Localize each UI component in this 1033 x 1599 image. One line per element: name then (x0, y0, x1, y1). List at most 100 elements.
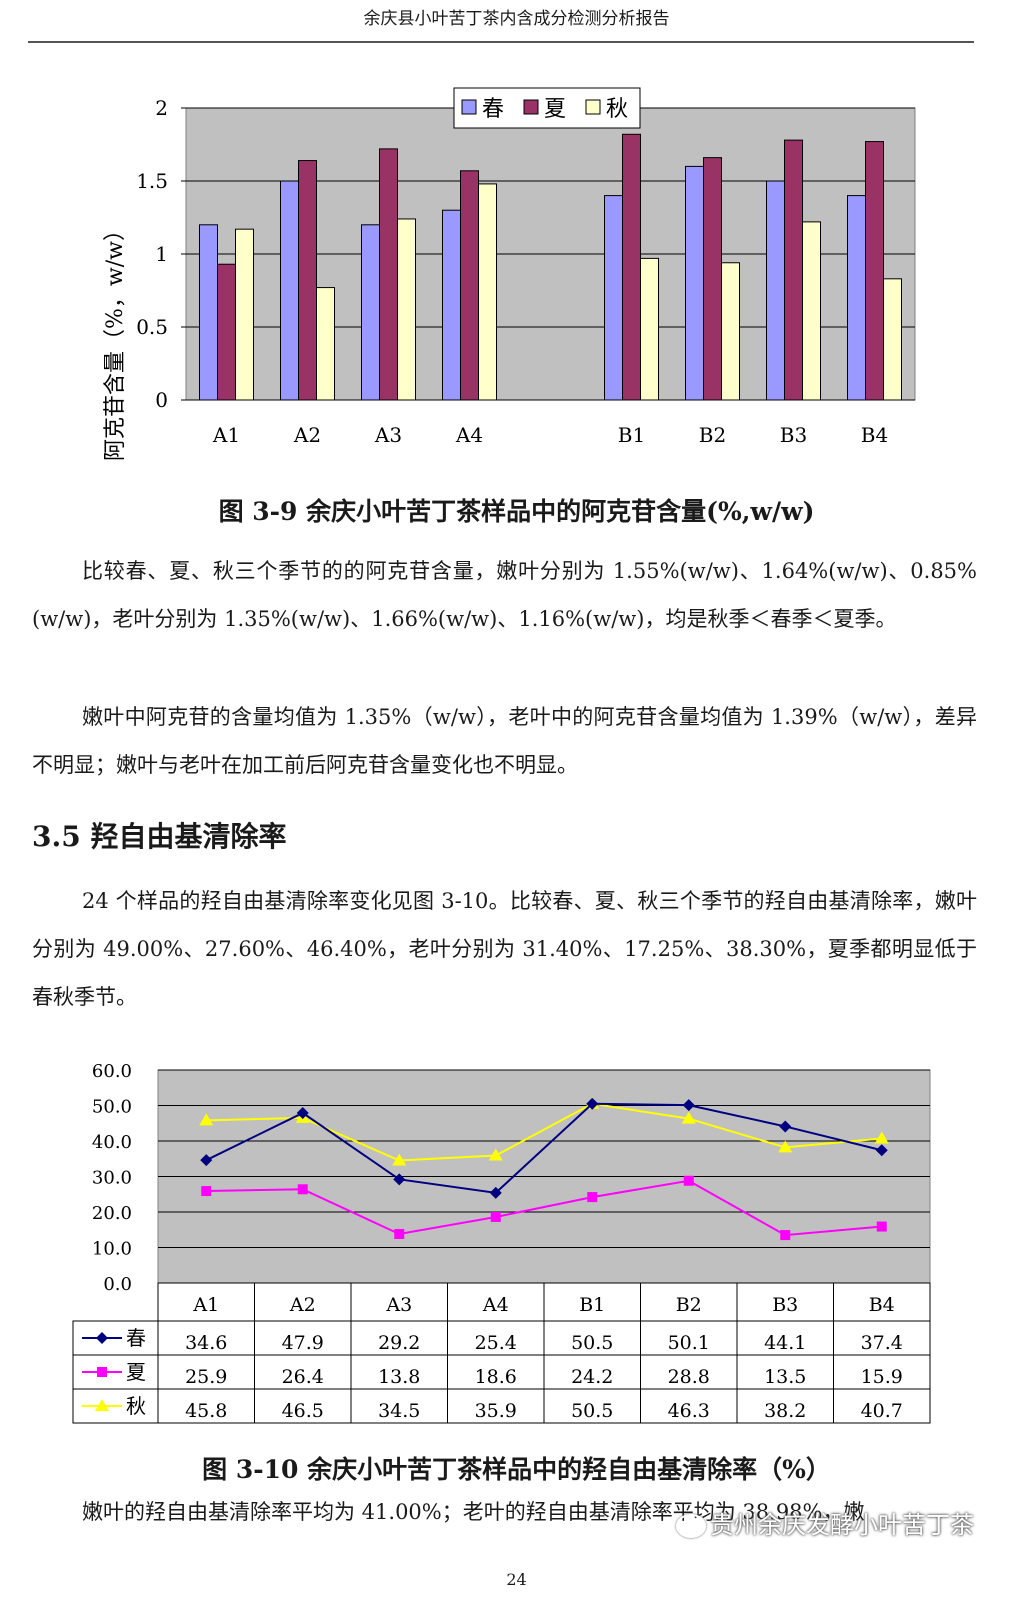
bar-legend-swatch (523, 99, 539, 115)
table-value-秋: 45.8 (185, 1400, 227, 1422)
table-value-秋: 50.5 (571, 1400, 613, 1422)
table-category-label: B4 (869, 1294, 895, 1316)
bar-legend-swatch (461, 99, 477, 115)
line-point-summer (201, 1186, 212, 1197)
bar-ytick-label: 0 (155, 388, 168, 412)
line-point-autumn (874, 1131, 889, 1144)
bar-ytick-label: 1 (155, 242, 168, 266)
line-point-spring (875, 1144, 888, 1157)
bar-夏-B2 (703, 157, 722, 401)
table-category-label: B1 (579, 1294, 605, 1316)
table-value-春: 50.1 (668, 1332, 710, 1354)
table-value-夏: 26.4 (282, 1366, 324, 1388)
line-point-autumn (392, 1153, 407, 1166)
table-value-春: 34.6 (185, 1332, 227, 1354)
bar-ytick-label: 2 (155, 96, 168, 120)
line-point-spring (779, 1120, 792, 1133)
bar-秋-A3 (397, 218, 416, 401)
bar-xtick-label: B3 (780, 423, 807, 447)
table-value-春: 37.4 (861, 1332, 903, 1354)
table-value-秋: 35.9 (475, 1400, 517, 1422)
page-number: 24 (506, 1570, 527, 1589)
line-point-spring (682, 1099, 695, 1112)
table-value-夏: 13.8 (378, 1366, 420, 1388)
line-point-summer (490, 1211, 501, 1222)
table-category-label: A1 (192, 1294, 219, 1316)
bar-秋-A4 (478, 183, 497, 401)
bar-legend-box (453, 87, 641, 129)
bar-xtick-label: A3 (374, 423, 402, 447)
bar-夏-A3 (379, 148, 398, 401)
bar-秋-A1 (235, 228, 254, 401)
table-value-夏: 24.2 (571, 1366, 613, 1388)
bar-chart-ylabel: 阿克苷含量（%，w/w） (103, 219, 128, 461)
line-point-spring (489, 1186, 502, 1199)
bar-春-A1 (199, 224, 218, 401)
table-value-春: 25.4 (475, 1332, 517, 1354)
table-value-春: 44.1 (764, 1332, 806, 1354)
bar-夏-A1 (217, 263, 236, 401)
bar-秋-B1 (640, 257, 659, 401)
paragraph-radical-seasons: 24 个样品的羟自由基清除率变化见图 3-10。比较春、夏、秋三个季节的羟自由基… (32, 889, 977, 1009)
table-value-春: 50.5 (571, 1332, 613, 1354)
line-ytick-label: 50.0 (92, 1097, 132, 1118)
line-ytick-label: 0.0 (103, 1274, 132, 1295)
bar-legend-entry: 秋 (606, 97, 628, 122)
bar-xtick-label: B4 (861, 423, 888, 447)
line-series-夏 (206, 1179, 882, 1237)
bar-秋-B2 (721, 262, 740, 401)
table-value-秋: 46.3 (668, 1400, 710, 1422)
table-category-label: B3 (772, 1294, 798, 1316)
line-ytick-label: 60.0 (92, 1061, 132, 1082)
header-rule (28, 41, 974, 43)
bar-legend-entry: 夏 (544, 97, 566, 122)
line-point-spring (96, 1332, 108, 1344)
bar-chart-akg: 00.511.52 A1 A2 A3 A4 B1 B2 B3 B4 阿克苷含量（%，w/w） … (103, 87, 916, 461)
bar-春-A3 (361, 224, 380, 401)
line-point-autumn (681, 1111, 696, 1124)
line-point-autumn (95, 1399, 109, 1411)
bar-legend-entry: 春 (482, 97, 504, 122)
line-point-summer (683, 1175, 694, 1186)
bar-春-B1 (604, 195, 623, 401)
table-category-label: A2 (289, 1294, 316, 1316)
line-ytick-label: 40.0 (92, 1132, 132, 1153)
paragraph-akg-mean: 嫩叶中阿克苷的含量均值为 1.35%（w/w），老叶中的阿克苷含量均值为 1.3… (32, 705, 977, 777)
line-point-summer (297, 1184, 308, 1195)
line-ytick-label: 20.0 (92, 1203, 132, 1224)
line-point-summer (876, 1221, 887, 1232)
bar-夏-B4 (865, 141, 884, 401)
line-series-春 (205, 1102, 882, 1194)
line-point-autumn (199, 1113, 214, 1126)
bar-春-A2 (280, 180, 299, 401)
line-point-summer (394, 1229, 405, 1240)
watermark: 贵州余庆发酵小叶苦丁茶 (676, 1505, 974, 1540)
bar-xtick-label: A4 (455, 423, 483, 447)
table-value-春: 29.2 (378, 1332, 420, 1354)
figure-caption-3-9: 图 3-9 余庆小叶苦丁茶样品中的阿克苷含量(%,w/w) (218, 497, 815, 526)
bar-xtick-label: B2 (699, 423, 726, 447)
line-point-spring (586, 1097, 599, 1110)
bar-秋-B4 (883, 278, 902, 401)
watermark-text: 贵州余庆发酵小叶苦丁茶 (710, 1511, 974, 1539)
line-point-summer (780, 1230, 791, 1241)
bar-夏-B1 (622, 133, 641, 401)
bar-春-B4 (847, 195, 866, 401)
line-point-summer (97, 1367, 107, 1377)
table-value-秋: 38.2 (764, 1400, 806, 1422)
bar-ytick-label: 0.5 (136, 315, 168, 339)
line-point-spring (296, 1106, 309, 1119)
table-value-秋: 40.7 (861, 1400, 903, 1422)
bar-夏-A4 (460, 170, 479, 401)
wechat-icon (676, 1514, 706, 1538)
paragraph-akg-seasons: 比较春、夏、秋三个季节的的阿克苷含量，嫩叶分别为 1.55%(w/w)、1.64… (32, 559, 977, 631)
bar-秋-B3 (802, 221, 821, 401)
line-ytick-label: 30.0 (92, 1168, 132, 1189)
line-point-autumn (778, 1140, 793, 1153)
table-value-夏: 25.9 (185, 1366, 227, 1388)
line-point-spring (393, 1173, 406, 1186)
table-category-label: B2 (676, 1294, 702, 1316)
table-value-夏: 13.5 (764, 1366, 806, 1388)
section-heading-3-5: 3.5 羟自由基清除率 (32, 820, 287, 853)
line-chart-radical: 0.0 10.0 20.0 30.0 40.0 50.0 60.0 A1 A2 A3 A4 B1 B2… (72, 1061, 931, 1424)
